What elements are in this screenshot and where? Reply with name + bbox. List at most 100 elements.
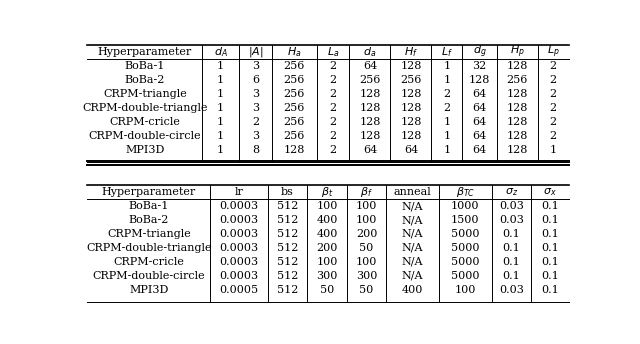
Text: 2: 2 <box>550 103 557 113</box>
Text: 2: 2 <box>330 103 337 113</box>
Text: 5000: 5000 <box>451 271 479 281</box>
Text: 50: 50 <box>359 243 374 253</box>
Text: 128: 128 <box>359 131 381 141</box>
Text: 100: 100 <box>356 201 377 211</box>
Text: CRPM-triangle: CRPM-triangle <box>103 89 187 99</box>
Text: 128: 128 <box>400 61 422 71</box>
Text: 0.0005: 0.0005 <box>220 285 259 295</box>
Text: 64: 64 <box>404 144 418 155</box>
Text: 0.0003: 0.0003 <box>220 257 259 267</box>
Text: 128: 128 <box>469 75 490 85</box>
Text: 8: 8 <box>252 144 259 155</box>
Text: 256: 256 <box>359 75 381 85</box>
Text: 5000: 5000 <box>451 257 479 267</box>
Text: 0.1: 0.1 <box>541 271 559 281</box>
Text: 512: 512 <box>276 257 298 267</box>
Text: $\beta_{TC}$: $\beta_{TC}$ <box>456 185 475 199</box>
Text: 1000: 1000 <box>451 201 479 211</box>
Text: CRPM-cricle: CRPM-cricle <box>109 117 180 127</box>
Text: 256: 256 <box>284 131 305 141</box>
Text: 32: 32 <box>472 61 486 71</box>
Text: 50: 50 <box>359 285 374 295</box>
Text: 400: 400 <box>402 285 423 295</box>
Text: BoBa-2: BoBa-2 <box>125 75 165 85</box>
Text: 400: 400 <box>316 229 337 239</box>
Text: 1: 1 <box>443 144 451 155</box>
Text: 0.1: 0.1 <box>541 215 559 225</box>
Text: 512: 512 <box>276 243 298 253</box>
Text: 2: 2 <box>330 75 337 85</box>
Text: 128: 128 <box>400 117 422 127</box>
Text: 0.0003: 0.0003 <box>220 229 259 239</box>
Text: 128: 128 <box>507 131 528 141</box>
Text: 64: 64 <box>472 117 486 127</box>
Text: 2: 2 <box>550 89 557 99</box>
Text: 1: 1 <box>217 103 224 113</box>
Text: lr: lr <box>235 187 243 197</box>
Text: 1: 1 <box>443 61 451 71</box>
Text: 0.1: 0.1 <box>502 257 520 267</box>
Text: bs: bs <box>281 187 294 197</box>
Text: 0.1: 0.1 <box>541 285 559 295</box>
Text: 256: 256 <box>284 89 305 99</box>
Text: 512: 512 <box>276 229 298 239</box>
Text: $d_g$: $d_g$ <box>473 44 486 61</box>
Text: 50: 50 <box>320 285 334 295</box>
Text: 3: 3 <box>252 131 259 141</box>
Text: CRPM-double-triangle: CRPM-double-triangle <box>82 103 207 113</box>
Text: BoBa-1: BoBa-1 <box>125 61 165 71</box>
Text: N/A: N/A <box>402 215 423 225</box>
Text: 100: 100 <box>316 257 337 267</box>
Text: 128: 128 <box>400 89 422 99</box>
Text: 200: 200 <box>316 243 337 253</box>
Text: BoBa-2: BoBa-2 <box>129 215 169 225</box>
Text: CRPM-double-circle: CRPM-double-circle <box>88 131 201 141</box>
Text: 128: 128 <box>400 103 422 113</box>
Text: 1: 1 <box>217 89 224 99</box>
Text: $H_a$: $H_a$ <box>287 45 301 59</box>
Text: 0.0003: 0.0003 <box>220 271 259 281</box>
Text: 512: 512 <box>276 271 298 281</box>
Text: 0.0003: 0.0003 <box>220 243 259 253</box>
Text: 2: 2 <box>550 75 557 85</box>
Text: 2: 2 <box>330 131 337 141</box>
Text: 256: 256 <box>284 75 305 85</box>
Text: N/A: N/A <box>402 243 423 253</box>
Text: 64: 64 <box>472 89 486 99</box>
Text: 128: 128 <box>400 131 422 141</box>
Text: 0.1: 0.1 <box>502 243 520 253</box>
Text: 3: 3 <box>252 103 259 113</box>
Text: 256: 256 <box>284 61 305 71</box>
Text: 1: 1 <box>217 61 224 71</box>
Text: 1: 1 <box>217 117 224 127</box>
Text: N/A: N/A <box>402 229 423 239</box>
Text: 128: 128 <box>507 144 528 155</box>
Text: $d_A$: $d_A$ <box>214 45 227 59</box>
Text: 6: 6 <box>252 75 259 85</box>
Text: 512: 512 <box>276 215 298 225</box>
Text: 2: 2 <box>252 117 259 127</box>
Text: 128: 128 <box>507 103 528 113</box>
Text: 3: 3 <box>252 61 259 71</box>
Text: 100: 100 <box>316 201 337 211</box>
Text: $L_f$: $L_f$ <box>441 45 452 59</box>
Text: 256: 256 <box>400 75 422 85</box>
Text: 1500: 1500 <box>451 215 479 225</box>
Text: 5000: 5000 <box>451 243 479 253</box>
Text: 0.1: 0.1 <box>541 201 559 211</box>
Text: 128: 128 <box>284 144 305 155</box>
Text: 3: 3 <box>252 89 259 99</box>
Text: BoBa-1: BoBa-1 <box>129 201 169 211</box>
Text: 2: 2 <box>443 89 451 99</box>
Text: CRPM-double-triangle: CRPM-double-triangle <box>86 243 212 253</box>
Text: 0.1: 0.1 <box>502 229 520 239</box>
Text: 2: 2 <box>550 117 557 127</box>
Text: $d_a$: $d_a$ <box>364 45 376 59</box>
Text: 1: 1 <box>217 75 224 85</box>
Text: 0.0003: 0.0003 <box>220 201 259 211</box>
Text: 100: 100 <box>356 257 377 267</box>
Text: 128: 128 <box>507 89 528 99</box>
Text: 0.03: 0.03 <box>499 215 524 225</box>
Text: 256: 256 <box>284 117 305 127</box>
Text: 400: 400 <box>316 215 337 225</box>
